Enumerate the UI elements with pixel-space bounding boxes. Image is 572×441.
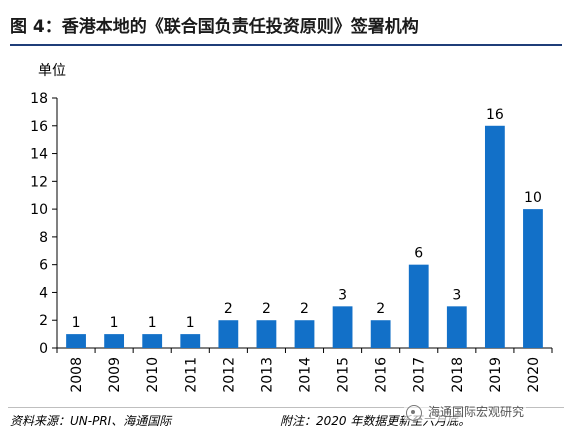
bar [218,320,239,348]
y-axis-label: 单位 [38,63,66,79]
data-label: 16 [486,107,504,123]
x-tick-label: 2016 [374,357,390,393]
data-label: 3 [338,287,347,303]
x-tick-label: 2017 [412,357,428,393]
data-label: 1 [110,315,119,331]
y-tick-label: 12 [30,174,48,190]
x-tick-label: 2018 [450,357,466,393]
y-tick-label: 8 [39,230,48,246]
x-tick-label: 2011 [183,357,199,393]
y-axis: 0 2 4 6 8 10 12 14 16 18 [30,91,58,357]
x-tick-label: 2019 [488,357,504,393]
data-label: 1 [148,315,157,331]
y-tick-label: 4 [39,285,48,301]
data-label: 10 [524,190,542,206]
watermark-text: 海通国际宏观研究 [428,405,525,419]
bar [370,320,391,348]
data-label: 2 [224,301,233,317]
wechat-logo-icon [406,404,422,421]
y-tick-label: 10 [30,202,48,218]
y-tick-label: 6 [39,258,48,274]
data-label: 6 [414,246,423,262]
bar [104,334,125,348]
data-label: 2 [376,301,385,317]
y-tick-label: 14 [30,147,48,163]
page-title: 图 4：香港本地的《联合国负责任投资原则》签署机构 [10,10,562,46]
bar [66,334,86,348]
x-axis: 2008 2009 2010 2011 2012 2013 2014 2015 2016 2017… [56,347,553,393]
x-tick-label: 2010 [145,357,161,393]
data-label: 3 [452,287,461,303]
x-tick-label: 2013 [259,357,275,393]
data-label: 1 [186,315,195,331]
x-tick-label: 2012 [221,357,237,393]
x-tick-label: 2008 [69,357,85,393]
bar [180,334,201,348]
data-label: 2 [300,301,309,317]
bar [256,320,277,348]
bar [484,125,505,349]
source-note: 资料来源：UN-PRI、海通国际 [10,414,172,428]
y-tick-label: 2 [39,313,48,329]
x-tick-label: 2009 [107,357,123,393]
data-label: 2 [262,301,271,317]
data-labels: 1 1 1 1 2 2 2 3 2 6 3 16 10 [72,107,542,331]
x-tick-label: 2014 [298,357,314,393]
bars [66,125,543,349]
y-tick-label: 18 [30,91,48,107]
x-tick-label: 2015 [336,357,352,393]
y-tick-label: 16 [30,119,48,135]
bar [523,209,543,348]
watermark: 海通国际宏观研究 [404,403,527,421]
bar [446,306,467,348]
bar [142,334,163,348]
bar [408,264,429,348]
x-tick-label: 2020 [526,357,542,393]
y-tick-label: 0 [39,341,48,357]
bar [294,320,315,348]
bar [332,306,353,348]
data-label: 1 [72,315,81,331]
